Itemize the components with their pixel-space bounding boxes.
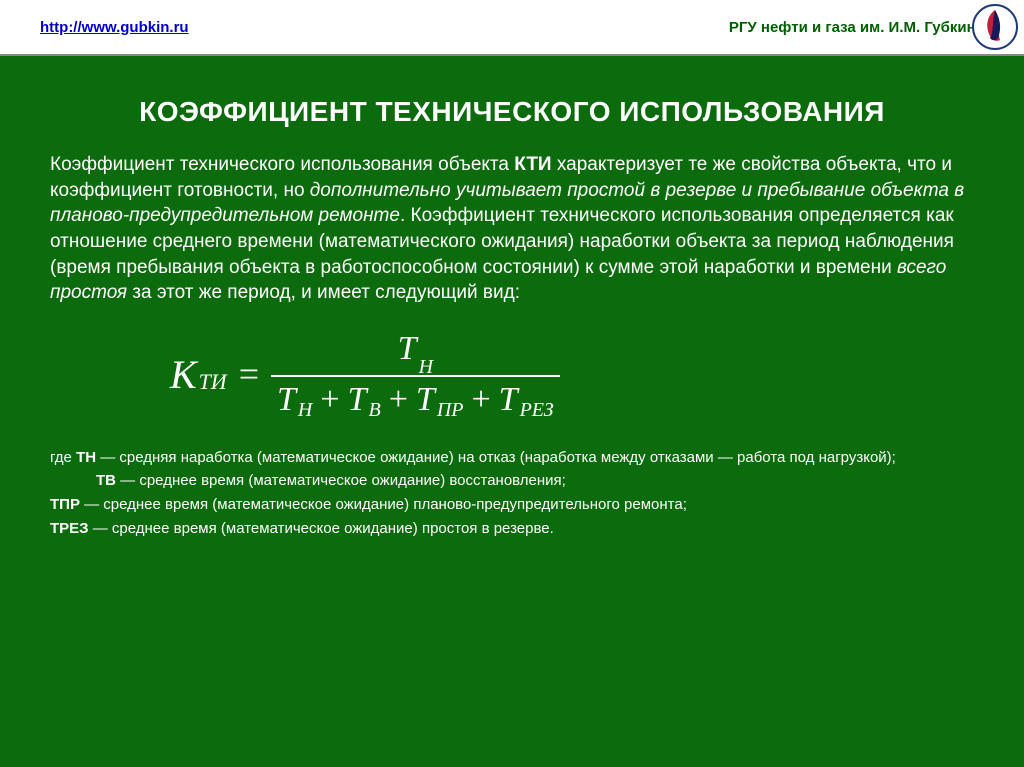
legend-text-4: — среднее время (математическое ожидание… — [89, 520, 554, 537]
formula-numerator: TН — [388, 330, 443, 375]
num-var: T — [398, 330, 417, 367]
para-bold-kti: КТИ — [514, 154, 551, 175]
legend-text-1: — средняя наработка (математическое ожид… — [96, 449, 896, 466]
formula-lhs-var: К — [170, 351, 197, 398]
formula-denominator: TН + TВ + TПР + TРЕЗ — [271, 377, 560, 419]
den-t3: T — [416, 381, 435, 419]
den-s1: Н — [298, 399, 312, 422]
header-link[interactable]: http://www.gubkin.ru — [40, 19, 189, 36]
legend-where: где — [50, 449, 76, 466]
num-sub: Н — [419, 356, 433, 378]
slide-body: КОЭФФИЦИЕНТ ТЕХНИЧЕСКОГО ИСПОЛЬЗОВАНИЯ К… — [0, 56, 1024, 767]
para-seg-1: Коэффициент технического использования о… — [50, 154, 514, 175]
den-s2: В — [368, 399, 380, 422]
formula-eq: = — [239, 353, 259, 395]
description-paragraph: Коэффициент технического использования о… — [50, 152, 974, 306]
logo-icon — [972, 4, 1018, 50]
legend-line-3: ТПР — среднее время (математическое ожид… — [50, 494, 974, 516]
formula: КТИ = TН TН + TВ + TПР + TРЕЗ — [50, 330, 974, 419]
legend-term-tpr: ТПР — [50, 496, 80, 513]
plus-2: + — [389, 381, 408, 419]
legend-text-2: — среднее время (математическое ожидание… — [116, 472, 566, 489]
den-t1: T — [277, 381, 296, 419]
legend-line-2: ТВ — среднее время (математическое ожида… — [50, 470, 974, 492]
den-t4: T — [499, 381, 518, 419]
legend: где ТН — средняя наработка (математическ… — [50, 447, 974, 540]
legend-term-tn: ТН — [76, 449, 96, 466]
legend-term-tv: ТВ — [96, 472, 116, 489]
slide-title: КОЭФФИЦИЕНТ ТЕХНИЧЕСКОГО ИСПОЛЬЗОВАНИЯ — [50, 96, 974, 128]
legend-text-3: — среднее время (математическое ожидание… — [80, 496, 687, 513]
den-s4: РЕЗ — [520, 399, 554, 422]
den-t2: T — [348, 381, 367, 419]
legend-line-1: где ТН — средняя наработка (математическ… — [50, 447, 974, 469]
legend-term-trez: ТРЕЗ — [50, 520, 89, 537]
plus-1: + — [320, 381, 339, 419]
plus-3: + — [471, 381, 490, 419]
formula-lhs-sub: ТИ — [199, 369, 227, 395]
den-s3: ПР — [437, 399, 464, 422]
formula-fraction: TН TН + TВ + TПР + TРЕЗ — [271, 330, 560, 419]
header-org: РГУ нефти и газа им. И.М. Губкина — [729, 19, 984, 36]
header: http://www.gubkin.ru РГУ нефти и газа им… — [0, 0, 1024, 54]
para-seg-6: за этот же период, и имеет следующий вид… — [127, 282, 520, 303]
legend-line-4: ТРЕЗ — среднее время (математическое ожи… — [50, 518, 974, 540]
